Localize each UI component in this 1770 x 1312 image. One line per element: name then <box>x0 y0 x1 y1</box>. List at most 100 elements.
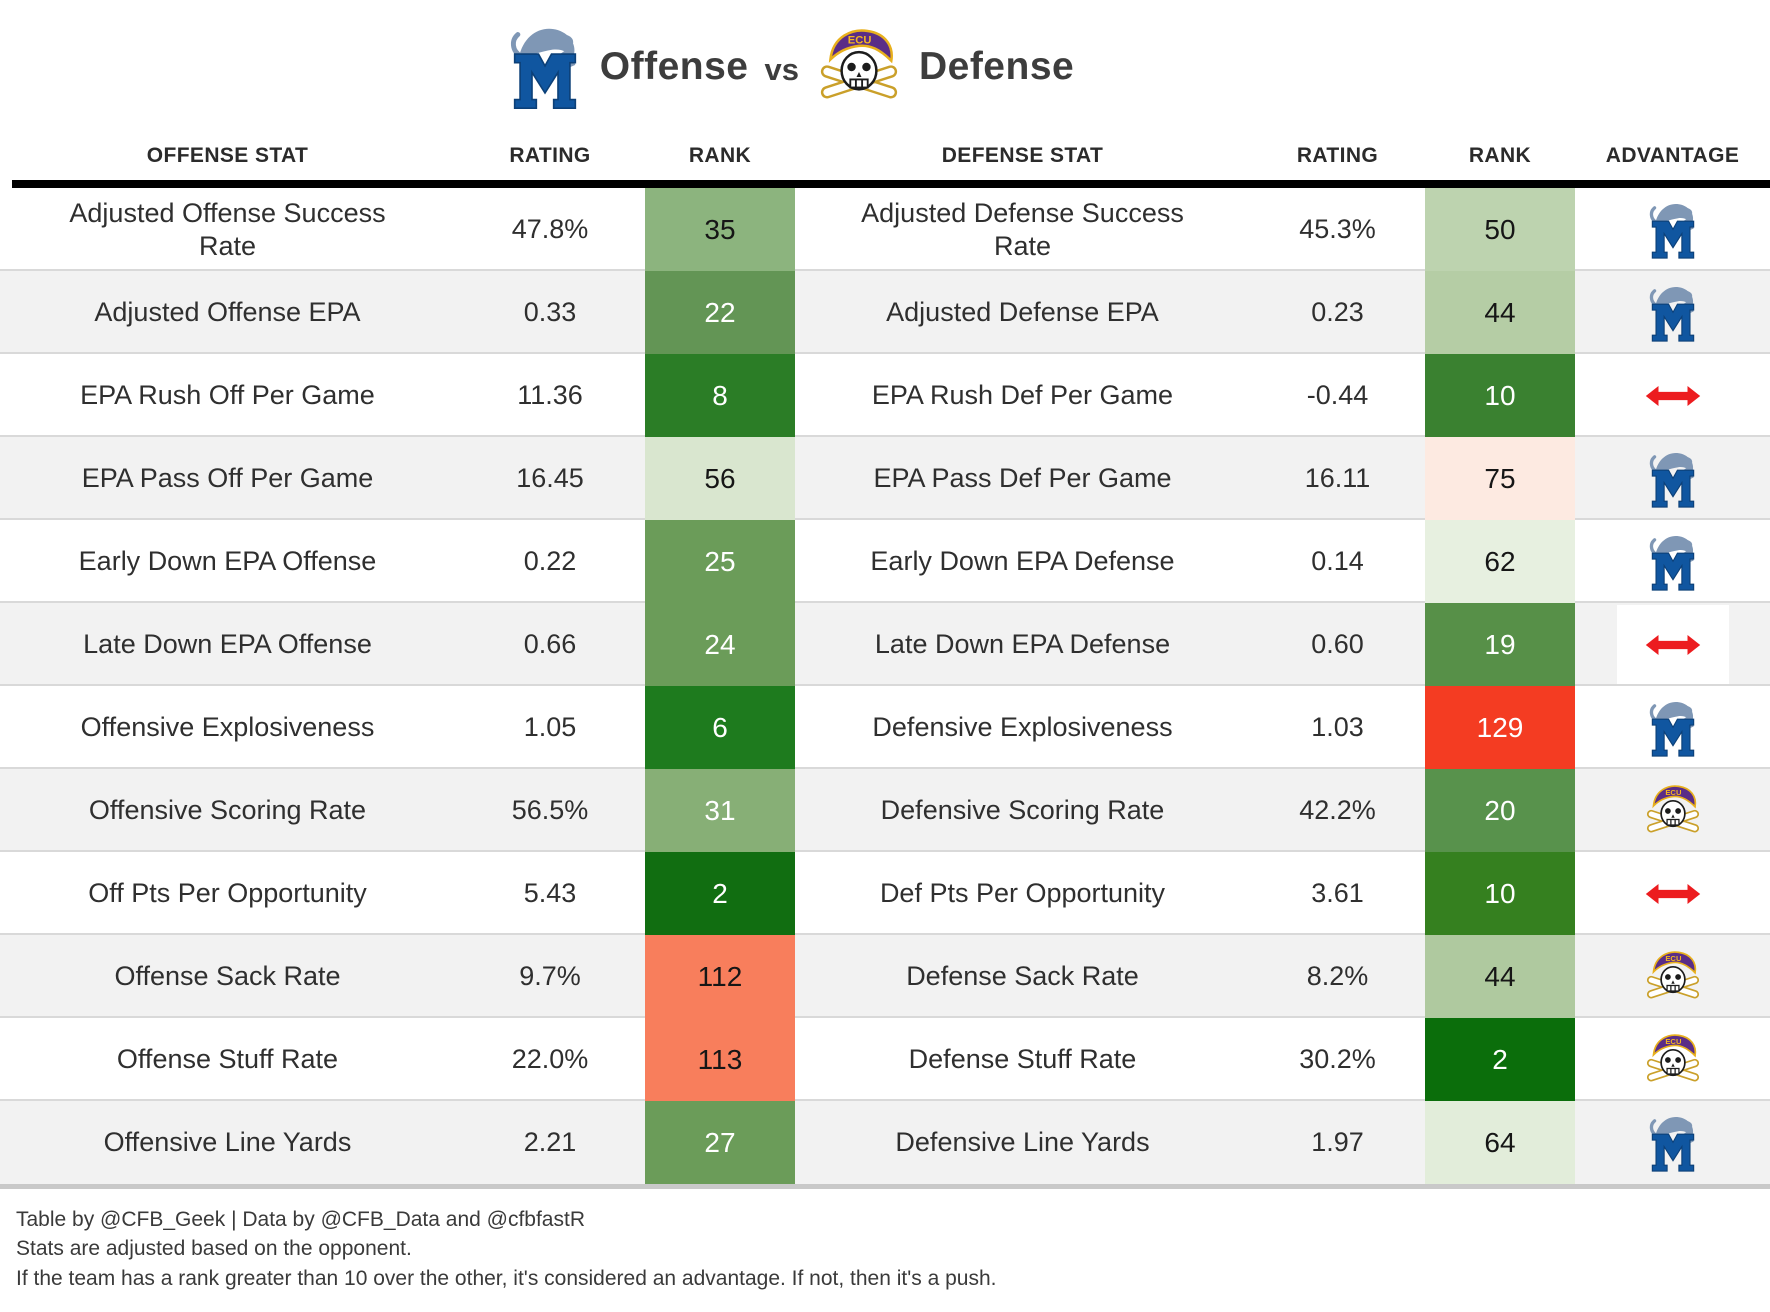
table-row: EPA Rush Off Per Game 11.36 8 EPA Rush D… <box>0 352 1770 437</box>
offense-rating-value: 11.36 <box>517 380 583 410</box>
advantage-cell <box>1575 1101 1770 1184</box>
defense-rating-value: 0.23 <box>1311 297 1364 327</box>
offense-stat-label: Early Down EPA Offense <box>78 546 377 577</box>
offense-rating-value: 16.45 <box>516 463 584 493</box>
svg-text:ECU: ECU <box>1665 953 1682 962</box>
offense-stat-label: EPA Rush Off Per Game <box>80 380 375 411</box>
defense-stat-label: Defense Stuff Rate <box>908 1044 1137 1075</box>
offense-stat-label: Offensive Explosiveness <box>80 712 375 743</box>
offense-rank-cell: 27 <box>645 1101 795 1184</box>
svg-text:ECU: ECU <box>1665 787 1682 796</box>
defense-rank-cell: 19 <box>1425 603 1575 686</box>
memphis-tigers-logo <box>510 28 576 109</box>
table-row: EPA Pass Off Per Game 16.45 56 EPA Pass … <box>0 435 1770 520</box>
defense-stat-label: Defensive Line Yards <box>895 1127 1150 1158</box>
defense-rank-cell: 62 <box>1425 520 1575 603</box>
offense-stat-label: Offensive Line Yards <box>103 1127 352 1158</box>
offense-rank-cell: 24 <box>645 603 795 686</box>
advantage-cell: ECU <box>1575 769 1770 852</box>
defense-stat-label: EPA Pass Def Per Game <box>873 463 1172 494</box>
defense-rating-value: 45.3% <box>1299 214 1376 244</box>
offense-stat-label: EPA Pass Off Per Game <box>81 463 374 494</box>
defense-rank-cell: 129 <box>1425 686 1575 769</box>
defense-stat-label: Defensive Explosiveness <box>872 712 1173 743</box>
offense-rating-value: 56.5% <box>511 795 589 825</box>
table-row: Offensive Explosiveness 1.05 6 Defensive… <box>0 684 1770 769</box>
title-offense-label: Offense <box>599 45 749 88</box>
col-header-offense-rank: RANK <box>688 144 752 167</box>
advantage-cell <box>1575 603 1770 686</box>
header-rule <box>12 180 1770 188</box>
memphis-advantage-logo <box>1645 282 1701 344</box>
footer-credit-line: Table by @CFB_Geek | Data by @CFB_Data a… <box>16 1208 585 1231</box>
offense-stat-label: Offensive Scoring Rate <box>88 795 367 826</box>
offense-stat-label: Offense Sack Rate <box>114 961 341 992</box>
title-defense-label: Defense <box>918 45 1075 88</box>
defense-rank-cell: 50 <box>1425 188 1575 271</box>
offense-stat-label: Off Pts Per Opportunity <box>88 878 367 909</box>
footer-note-adjusted: Stats are adjusted based on the opponent… <box>16 1237 412 1261</box>
advantage-cell <box>1575 852 1770 935</box>
memphis-advantage-logo <box>1645 448 1701 510</box>
ecu-advantage-logo: ECU <box>1642 949 1704 1005</box>
defense-stat-label: EPA Rush Def Per Game <box>871 380 1174 411</box>
footer-notes: Table by @CFB_Geek | Data by @CFB_Data a… <box>16 1205 1770 1293</box>
col-header-defense-rating: RATING <box>1296 144 1379 167</box>
svg-text:ECU: ECU <box>848 34 872 46</box>
defense-rating-value: 0.14 <box>1311 546 1364 576</box>
advantage-cell <box>1575 437 1770 520</box>
defense-rating-value: 42.2% <box>1299 795 1376 825</box>
defense-rating-value: 16.11 <box>1304 463 1371 493</box>
memphis-advantage-logo <box>1645 531 1701 593</box>
advantage-cell <box>1575 188 1770 271</box>
advantage-cell: ECU <box>1575 1018 1770 1101</box>
defense-stat-label: Defense Sack Rate <box>906 961 1139 992</box>
defense-rating-value: 1.97 <box>1311 1127 1364 1157</box>
table-row: Offensive Line Yards 2.21 27 Defensive L… <box>0 1099 1770 1184</box>
footer-note-advantage-rule: If the team has a rank greater than 10 o… <box>16 1266 997 1290</box>
defense-rating-value: 8.2% <box>1306 961 1369 991</box>
offense-rank-cell: 6 <box>645 686 795 769</box>
offense-rank-cell: 112 <box>645 935 795 1018</box>
table-row: Off Pts Per Opportunity 5.43 2 Def Pts P… <box>0 850 1770 935</box>
offense-rank-cell: 35 <box>645 188 795 271</box>
column-header-row: OFFENSE STAT RATING RANK DEFENSE STAT RA… <box>0 128 1770 180</box>
table-bottom-rule <box>0 1184 1770 1189</box>
defense-rating-value: 30.2% <box>1299 1044 1376 1074</box>
col-header-defense-rank: RANK <box>1468 144 1532 167</box>
offense-stat-label: Adjusted Offense Success Rate <box>69 197 386 261</box>
memphis-advantage-logo <box>1645 1112 1701 1174</box>
offense-rating-value: 2.21 <box>523 1127 577 1157</box>
offense-rating-value: 5.43 <box>523 878 577 908</box>
table-row: Early Down EPA Offense 0.22 25 Early Dow… <box>0 518 1770 603</box>
defense-stat-label: Early Down EPA Defense <box>870 546 1175 577</box>
offense-rank-cell: 2 <box>645 852 795 935</box>
defense-rank-cell: 10 <box>1425 852 1575 935</box>
defense-rank-cell: 44 <box>1425 271 1575 354</box>
advantage-cell <box>1575 686 1770 769</box>
table-row: Offensive Scoring Rate 56.5% 31 Defensiv… <box>0 767 1770 852</box>
offense-stat-label: Adjusted Offense EPA <box>94 297 361 328</box>
defense-stat-label: Defensive Scoring Rate <box>880 795 1165 826</box>
col-header-offense-stat: OFFENSE STAT <box>146 144 309 167</box>
defense-rank-cell: 10 <box>1425 354 1575 437</box>
col-header-advantage: ADVANTAGE <box>1605 144 1740 167</box>
offense-rating-value: 0.22 <box>523 546 577 576</box>
offense-rating-value: 1.05 <box>523 712 577 742</box>
offense-rating-value: 0.66 <box>523 629 577 659</box>
table-row: Adjusted Offense EPA 0.33 22 Adjusted De… <box>0 269 1770 354</box>
svg-text:ECU: ECU <box>1665 1036 1682 1045</box>
advantage-cell <box>1575 354 1770 437</box>
defense-rating-value: -0.44 <box>1306 380 1369 410</box>
offense-rank-cell: 22 <box>645 271 795 354</box>
push-arrow-icon <box>1616 605 1729 684</box>
offense-rating-value: 47.8% <box>511 214 589 244</box>
table-body: Adjusted Offense Success Rate 47.8% 35 A… <box>0 188 1770 1184</box>
push-arrow-icon <box>1644 881 1702 907</box>
defense-rating-value: 3.61 <box>1311 878 1364 908</box>
defense-rank-cell: 20 <box>1425 769 1575 852</box>
memphis-advantage-logo <box>1645 697 1701 759</box>
offense-stat-label: Offense Stuff Rate <box>116 1044 339 1075</box>
table-row: Adjusted Offense Success Rate 47.8% 35 A… <box>0 188 1770 271</box>
offense-rating-value: 9.7% <box>519 961 581 991</box>
